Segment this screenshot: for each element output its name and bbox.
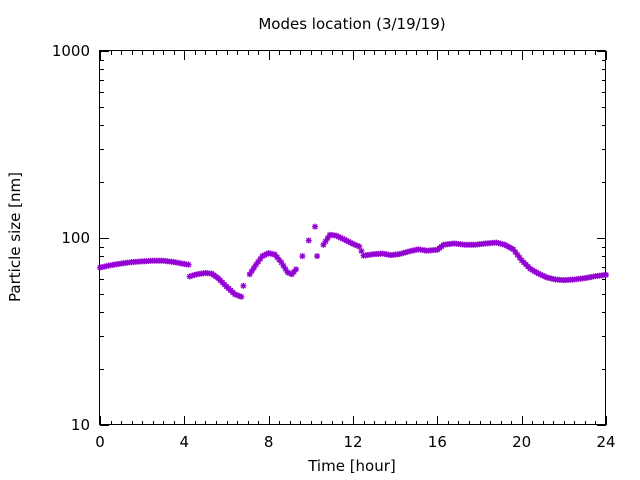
x-tick-label: 12 [343, 433, 362, 451]
data-point [314, 253, 321, 260]
x-tick-label: 20 [512, 433, 531, 451]
data-point [305, 237, 312, 244]
data-point [299, 253, 306, 260]
y-tick-label: 10 [71, 416, 90, 434]
x-tick-label: 8 [264, 433, 274, 451]
y-tick-label: 1000 [52, 42, 90, 60]
data-point [240, 282, 247, 289]
y-tick-label: 100 [61, 229, 90, 247]
data-point [293, 266, 300, 273]
x-axis-label: Time [hour] [307, 457, 396, 475]
tick-labels: 0 4 8 12 16 20 24 10 100 1000 [52, 42, 616, 451]
x-tick-label: 16 [428, 433, 447, 451]
data-point [358, 248, 365, 255]
chart-title: Modes location (3/19/19) [258, 15, 445, 33]
x-tick-label: 0 [95, 433, 105, 451]
data-point [356, 243, 363, 250]
plot-frame [99, 50, 606, 425]
data-points [97, 223, 609, 300]
data-point [238, 293, 245, 300]
axis-ticks [100, 51, 607, 426]
data-point [603, 271, 609, 278]
x-tick-label: 4 [180, 433, 190, 451]
data-point [250, 264, 257, 271]
data-point [185, 261, 192, 268]
y-axis-label: Particle size [nm] [6, 172, 24, 302]
data-point [191, 271, 198, 278]
x-tick-label: 24 [596, 433, 615, 451]
data-point [312, 223, 319, 230]
